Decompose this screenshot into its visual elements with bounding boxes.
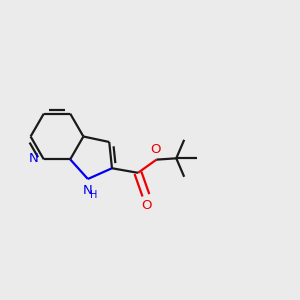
Text: N: N [29,152,39,165]
Text: O: O [141,199,152,212]
Text: N: N [83,184,93,197]
Text: H: H [90,190,97,200]
Text: O: O [151,142,161,156]
